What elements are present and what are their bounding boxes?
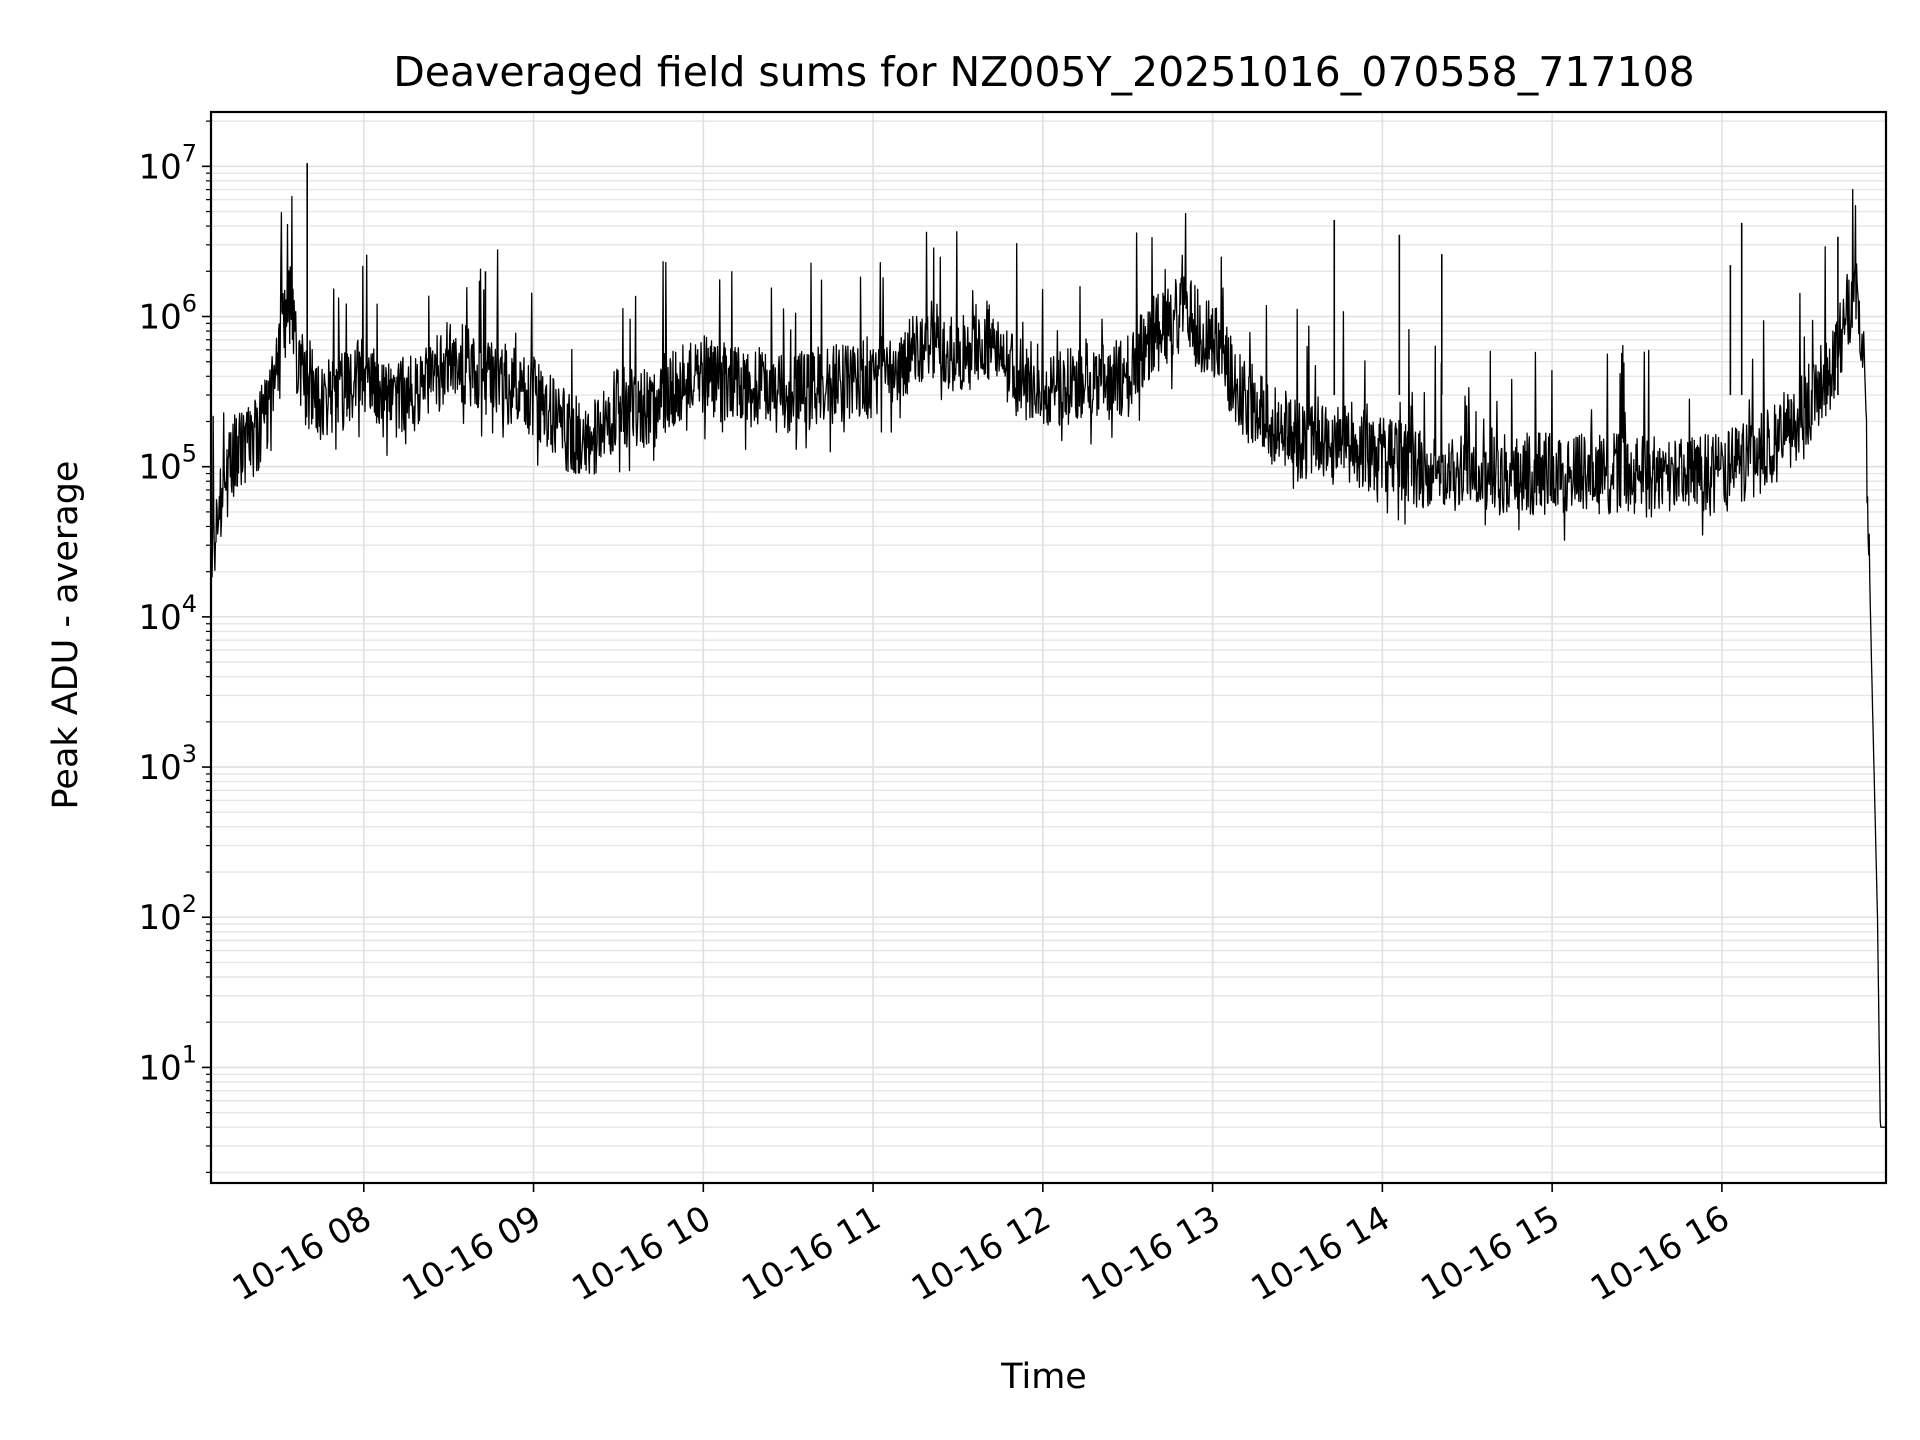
x-tick-label: 10-16 12 [905,1198,1057,1309]
y-tick-base: 10 [138,1048,181,1088]
y-tick-exponent: 5 [182,440,197,468]
series-line-0 [210,188,1886,1128]
y-tick-label: 101 [138,1040,197,1088]
y-tick-exponent: 3 [182,740,197,768]
y-tick-base: 10 [138,748,181,788]
y-tick-label: 103 [138,740,197,788]
y-tick-label: 104 [138,590,197,638]
y-axis-label: Peak ADU - average [46,461,86,810]
x-tick-label: 10-16 13 [1075,1198,1227,1309]
y-tick-exponent: 2 [182,890,197,918]
y-tick-exponent: 1 [182,1040,197,1068]
x-axis: 10-16 08 10-16 09 10-16 10 10-16 11 10-16 12… [226,1183,1736,1309]
y-tick-label: 105 [138,440,197,488]
y-tick-label: 107 [138,139,197,187]
y-tick-base: 10 [138,147,181,187]
chart-title: Deaveraged field sums for NZ005Y_2025101… [393,48,1695,96]
x-tick-label: 10-16 16 [1584,1198,1736,1309]
y-tick-base: 10 [138,898,181,938]
y-tick-base: 10 [138,598,181,638]
y-tick-exponent: 7 [182,139,197,167]
y-tick-base: 10 [138,448,181,488]
plot-frame [209,110,1888,1185]
series-layer [210,163,1886,1128]
y-tick-exponent: 4 [182,590,197,618]
y-tick-label: 106 [138,290,197,338]
x-tick-label: 10-16 09 [396,1198,548,1309]
y-tick-base: 10 [138,298,181,338]
grid-lines [211,112,1886,1183]
x-axis-label: Time [1000,1357,1087,1397]
x-tick-label: 10-16 10 [565,1198,717,1309]
x-tick-label: 10-16 15 [1414,1198,1566,1309]
y-tick-exponent: 6 [182,290,197,318]
y-tick-label: 102 [138,890,197,938]
x-tick-label: 10-16 08 [226,1198,378,1309]
x-tick-label: 10-16 11 [735,1198,887,1309]
x-tick-label: 10-16 14 [1244,1198,1396,1309]
